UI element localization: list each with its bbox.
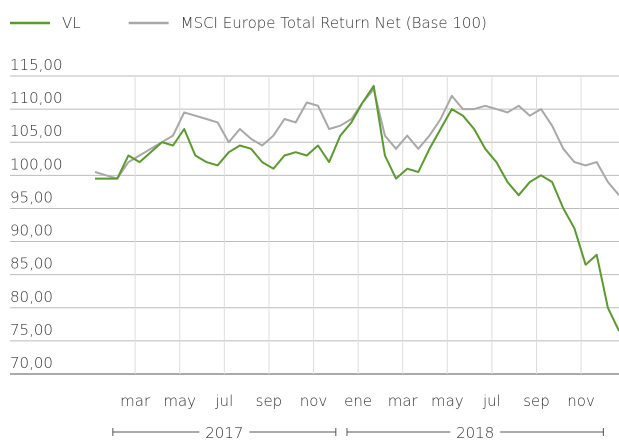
x-tick-label: jul	[214, 392, 233, 410]
x-tick-label: nov	[300, 392, 328, 410]
y-tick-label: 80,00	[10, 288, 53, 306]
y-tick-label: 110,00	[10, 89, 63, 107]
y-tick-label: 85,00	[10, 255, 53, 273]
x-tick-label: mar	[120, 392, 151, 410]
x-tick-label: jul	[482, 392, 501, 410]
x-tick-label: may	[163, 392, 196, 410]
y-tick-label: 115,00	[10, 56, 63, 74]
y-tick-label: 70,00	[10, 354, 53, 372]
y-tick-label: 105,00	[10, 122, 63, 140]
group-label: 2018	[456, 424, 494, 440]
legend-label: VL	[62, 14, 81, 32]
y-tick-label: 95,00	[10, 188, 53, 206]
series-line	[95, 84, 619, 332]
x-tick-label: mar	[388, 392, 419, 410]
y-tick-label: 90,00	[10, 222, 53, 240]
x-tick-label: ene	[344, 392, 372, 410]
x-tick-label: sep	[523, 392, 550, 410]
legend-label: MSCI Europe Total Return Net (Base 100)	[181, 14, 487, 32]
x-tick-label: nov	[567, 392, 595, 410]
x-tick-label: may	[431, 392, 464, 410]
group-label: 2017	[205, 424, 243, 440]
y-tick-label: 75,00	[10, 321, 53, 339]
y-tick-label: 100,00	[10, 155, 63, 173]
x-tick-label: sep	[256, 392, 283, 410]
